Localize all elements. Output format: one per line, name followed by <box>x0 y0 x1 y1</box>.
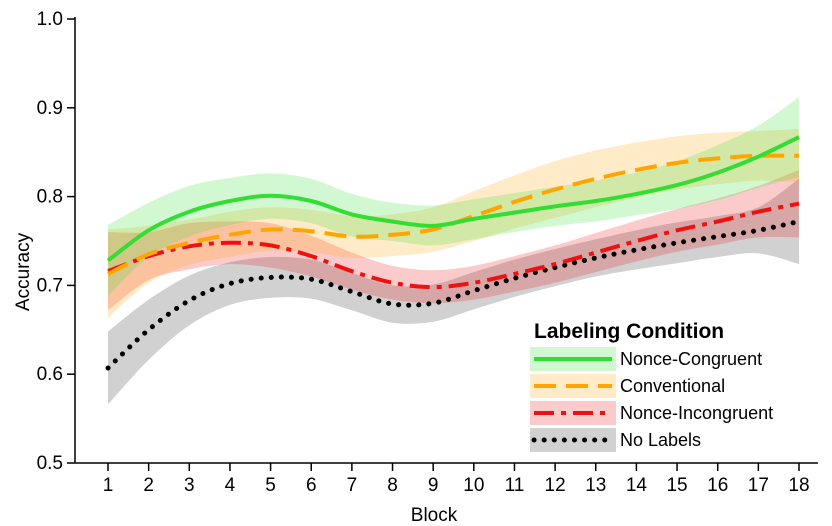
x-tick-label: 9 <box>428 475 439 496</box>
x-tick-label: 13 <box>585 475 606 496</box>
x-tick-label: 11 <box>505 475 525 496</box>
band-nonce-incongruent <box>108 170 799 311</box>
x-tick-label: 15 <box>666 475 687 496</box>
legend-label-nonce-incongruent: Nonce-Incongruent <box>620 403 773 423</box>
series-lines <box>105 135 802 371</box>
x-tick-label: 7 <box>347 475 358 496</box>
legend-label-no-labels: No Labels <box>620 430 701 450</box>
legend: Labeling Condition Nonce-Congruent Conven… <box>530 320 773 452</box>
x-tick-label: 18 <box>788 475 809 496</box>
x-tick-label: 16 <box>707 475 728 496</box>
x-tick-label: 12 <box>545 475 566 496</box>
x-axis-title: Block <box>411 505 458 526</box>
band-no-labels <box>108 178 799 405</box>
x-tick-label: 4 <box>225 475 236 496</box>
x-tick-label: 6 <box>306 475 317 496</box>
band-nonce-congruent <box>108 97 799 297</box>
x-tick-label: 10 <box>463 475 484 496</box>
legend-title: Labeling Condition <box>534 320 724 343</box>
line-nonce-incongruent <box>107 201 800 290</box>
y-tick-label: 0.9 <box>37 98 63 119</box>
y-tick-label: 0.6 <box>37 364 63 385</box>
x-tick-label: 8 <box>387 475 398 496</box>
legend-label-conventional: Conventional <box>620 376 725 396</box>
axes: 0.50.60.70.80.91.01 2 3 4 5 6 7 8 9 10 11 12 13 14 15 1… <box>37 9 818 496</box>
x-tick-label: 5 <box>265 475 276 496</box>
y-tick-label: 0.5 <box>37 453 63 474</box>
x-tick-label: 3 <box>184 475 195 496</box>
x-tick-label: 17 <box>748 475 769 496</box>
y-tick-label: 0.7 <box>37 275 63 296</box>
x-tick-label: 2 <box>143 475 154 496</box>
y-tick-label: 0.8 <box>37 187 63 208</box>
x-tick-label: 1 <box>103 475 114 496</box>
y-axis-title: Accuracy <box>13 232 34 311</box>
legend-label-nonce-congruent: Nonce-Congruent <box>620 349 762 369</box>
y-tick-label: 1.0 <box>37 9 63 30</box>
line-nonce-congruent <box>106 135 800 263</box>
x-tick-label: 14 <box>626 475 648 496</box>
